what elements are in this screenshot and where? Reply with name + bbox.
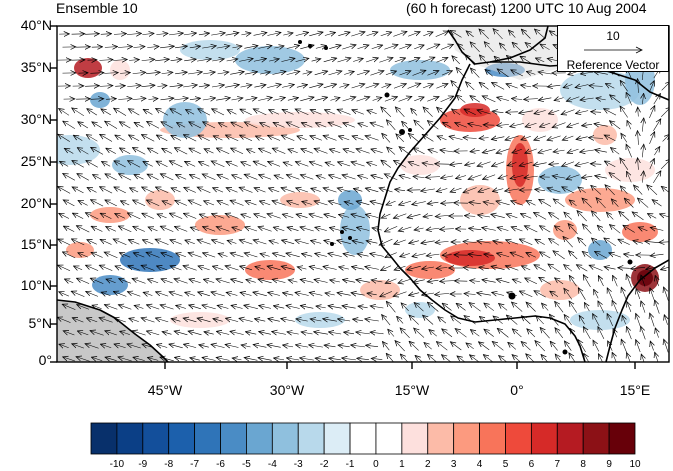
colorbar-swatch xyxy=(401,422,429,455)
ensemble-title: Ensemble 10 xyxy=(56,0,138,16)
lon-label-15e: 15°E xyxy=(619,382,651,398)
colorbar-swatch xyxy=(556,422,584,455)
reference-vector-label: Reference Vector xyxy=(566,58,660,72)
colorbar-label: -3 xyxy=(293,459,303,470)
colorbar-swatch xyxy=(194,422,221,455)
colorbar-label: 5 xyxy=(502,459,509,470)
lat-label-10n: 10°N xyxy=(20,277,52,293)
lat-label-30n: 30°N xyxy=(20,111,52,127)
colorbar-label: -9 xyxy=(138,459,148,470)
africa-west-coast xyxy=(377,63,586,362)
colorbar-swatch xyxy=(582,422,610,455)
colorbar-label: -2 xyxy=(319,459,329,470)
lon-label-15w: 15°W xyxy=(394,382,430,398)
reference-vector-arrow xyxy=(584,46,643,54)
wind-vectors xyxy=(57,28,669,362)
colorbar-swatch xyxy=(427,422,455,455)
colorbar-label: 4 xyxy=(476,459,483,470)
reference-vector-magnitude: 10 xyxy=(606,29,620,43)
forecast-time-title: (60 h forecast) 1200 UTC 10 Aug 2004 xyxy=(406,0,647,16)
colorbar-label: 3 xyxy=(450,459,457,470)
reference-vector-box: 10 Reference Vector xyxy=(557,25,669,72)
madeira-island xyxy=(384,92,390,98)
lat-label-15n: 15°N xyxy=(20,236,52,252)
lat-label-40n: 40°N xyxy=(20,17,52,33)
azores-islands xyxy=(298,40,302,44)
lat-label-5n: 5°N xyxy=(28,315,53,331)
colorbar-swatch xyxy=(116,422,144,455)
colorbar-label: -10 xyxy=(109,459,125,470)
lat-label-25n: 25°N xyxy=(20,153,52,169)
colorbar-label: 8 xyxy=(580,459,586,470)
bioko-island xyxy=(627,259,633,265)
colorbar-label: -1 xyxy=(345,459,355,470)
colorbar-label: -6 xyxy=(216,459,225,470)
colorbar-label: -7 xyxy=(190,459,200,470)
gulf-of-guinea-coast xyxy=(605,259,669,362)
colorbar-swatch xyxy=(608,422,636,455)
colorbar-swatch xyxy=(220,422,247,455)
colorbar-swatch xyxy=(530,422,558,455)
colorbar-swatch xyxy=(297,422,325,455)
colorbar-swatch xyxy=(375,422,403,455)
lat-label-20n: 20°N xyxy=(20,195,52,211)
colorbar-label: 10 xyxy=(629,459,641,470)
map-frame xyxy=(56,25,670,363)
lake-feature xyxy=(508,292,516,300)
colorbar-label: 6 xyxy=(528,459,535,470)
colorbar-swatch xyxy=(453,422,480,455)
colorbar-swatch xyxy=(246,422,273,455)
colorbar-label: 9 xyxy=(606,459,612,470)
south-america-coast xyxy=(57,299,169,362)
axis-ticks xyxy=(50,25,636,369)
colorbar-label: -8 xyxy=(164,459,174,470)
colorbar-swatch xyxy=(505,422,532,455)
colorbar-label: 1 xyxy=(399,459,405,470)
cape-verde-islands xyxy=(340,230,344,234)
colorbar-label: -5 xyxy=(241,459,251,470)
colorbar-swatch xyxy=(90,422,118,455)
colorbar-swatch xyxy=(479,422,506,455)
colorbar-label: 7 xyxy=(554,459,561,470)
lon-label-0: 0° xyxy=(510,382,524,398)
colorbar-label: -4 xyxy=(267,459,277,470)
coastlines xyxy=(57,26,669,362)
lat-label-35n: 35°N xyxy=(20,59,52,75)
islands xyxy=(298,40,633,355)
colorbar-swatch xyxy=(142,422,170,455)
lon-label-45w: 45°W xyxy=(147,382,183,398)
colorbar-label: 0 xyxy=(373,459,379,470)
lon-label-30w: 30°W xyxy=(269,382,305,398)
colorbar-swatch xyxy=(323,422,351,455)
lat-label-0: 0° xyxy=(38,352,52,368)
colorbar-swatch xyxy=(349,422,377,455)
colorbar-swatch xyxy=(168,422,196,455)
canary-islands xyxy=(399,129,405,135)
colorbar-label: 2 xyxy=(424,459,431,470)
colorbar-swatch xyxy=(271,422,299,455)
